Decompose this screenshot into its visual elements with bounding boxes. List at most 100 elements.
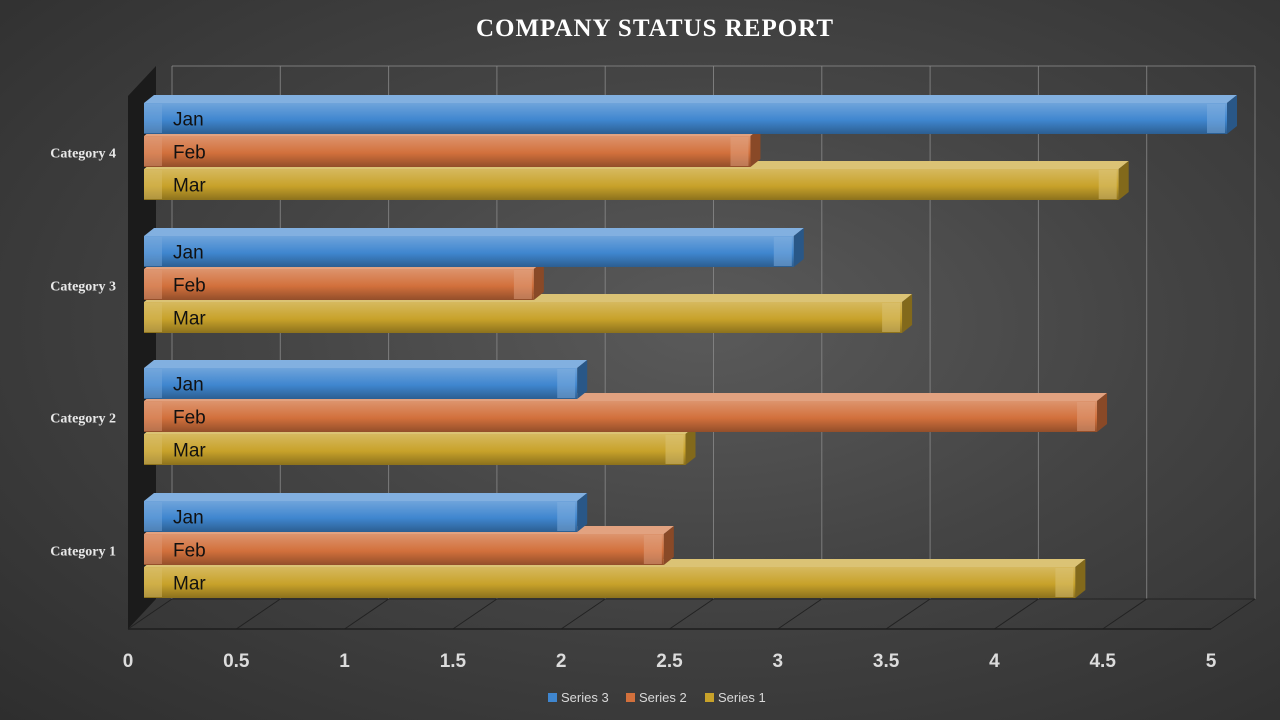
legend: Series 3 Series 2 Series 1	[548, 690, 766, 705]
bar-highlight-start	[144, 104, 162, 133]
plot-walls	[128, 66, 156, 629]
legend-label: Series 1	[718, 690, 766, 705]
bar-highlight-end	[1077, 402, 1096, 431]
x-tick-label: 2	[556, 651, 567, 672]
bar-end-face	[1227, 95, 1237, 134]
y-tick-label: Category 2	[50, 412, 116, 427]
bar-front-face	[144, 501, 578, 532]
floor-gridline	[452, 598, 498, 630]
floor-gridline	[885, 598, 931, 630]
data-label: Jan	[173, 508, 204, 529]
x-tick-label: 4	[989, 651, 1000, 672]
bar-end-face	[1118, 161, 1129, 200]
bar: Mar	[144, 294, 913, 333]
bar-highlight-end	[1055, 568, 1074, 597]
floor-gridline	[344, 598, 389, 630]
legend-swatch	[548, 693, 557, 702]
bar-end-face	[1075, 559, 1086, 598]
bar-end-face	[793, 228, 804, 267]
x-tick-label: 3	[773, 651, 784, 672]
legend-label: Series 3	[561, 690, 609, 705]
data-label: Feb	[173, 143, 206, 164]
floor-gridline	[236, 598, 281, 630]
bar-highlight-start	[144, 535, 162, 564]
data-label: Jan	[173, 243, 204, 264]
data-label: Feb	[173, 408, 206, 429]
bar-highlight-end	[882, 303, 901, 332]
bar-highlight-end	[1207, 104, 1225, 133]
x-tick-label: 0	[123, 651, 134, 672]
bar-end-face	[577, 493, 588, 532]
bar-highlight-start	[144, 170, 162, 199]
bar-highlight-end	[665, 435, 684, 464]
bar: Jan	[144, 228, 804, 267]
floor-gridline	[127, 598, 173, 630]
floor-gridline	[669, 598, 714, 630]
data-label: Jan	[173, 375, 204, 396]
bar-highlight-end	[643, 535, 662, 564]
bar-highlight-end	[1098, 170, 1117, 199]
bar-end-face	[1097, 393, 1108, 432]
bar-front-face	[144, 136, 751, 167]
bars-group: Mar Feb Jan Mar Feb Jan Mar Feb Jan Mar Feb Jan	[144, 95, 1237, 598]
x-tick-label: 4.5	[1089, 651, 1116, 672]
floor-gridline	[994, 598, 1039, 630]
y-tick-label: Category 1	[50, 545, 116, 560]
data-label: Feb	[173, 541, 206, 562]
bar-highlight-start	[144, 435, 162, 464]
legend-swatch	[705, 693, 714, 702]
bar-end-face	[533, 261, 544, 300]
bar-highlight-start	[144, 303, 162, 332]
data-label: Mar	[173, 309, 206, 330]
bar-end-face	[577, 360, 588, 399]
bar-front-face	[144, 302, 903, 333]
bar-front-face	[144, 368, 578, 399]
x-tick-label: 1	[339, 651, 350, 672]
bar-end-face	[902, 294, 913, 333]
data-label: Feb	[173, 276, 206, 297]
x-tick-label: 1.5	[440, 651, 467, 672]
bar-front-face	[144, 401, 1098, 432]
bar-highlight-start	[144, 137, 162, 166]
bar-top-face	[144, 95, 1237, 103]
bar-highlight-end	[773, 237, 792, 266]
bar-top-face	[144, 360, 588, 368]
legend-item: Series 3	[548, 690, 609, 705]
bar-front-face	[144, 567, 1076, 598]
bar-highlight-start	[144, 270, 162, 299]
data-label: Mar	[173, 574, 206, 595]
x-tick-label: 2.5	[656, 651, 683, 672]
bar-highlight-end	[557, 369, 576, 398]
bar-highlight-start	[144, 568, 162, 597]
bar-front-face	[144, 534, 664, 565]
floor-gridline	[1102, 598, 1147, 630]
y-tick-label: Category 3	[50, 280, 116, 295]
chart-title: COMPANY STATUS REPORT	[476, 15, 834, 42]
bar-end-face	[663, 526, 674, 565]
floor-gridline	[560, 598, 606, 630]
floor-gridline	[777, 598, 823, 630]
y-axis-ticks: Category 1 Category 2 Category 3 Category 4	[50, 147, 116, 560]
bar-top-face	[144, 493, 588, 501]
legend-label: Series 2	[639, 690, 687, 705]
bar: Feb	[144, 393, 1108, 432]
data-label: Mar	[173, 176, 206, 197]
left-side-wall	[128, 66, 156, 629]
legend-item: Series 1	[705, 690, 766, 705]
bar: Jan	[144, 493, 588, 532]
bar-end-face	[685, 426, 696, 465]
bar-highlight-start	[144, 502, 162, 531]
bar-front-face	[144, 169, 1119, 200]
bar-highlight-end	[557, 502, 576, 531]
bar-highlight-end	[730, 137, 749, 166]
x-axis-ticks: 0 0.5 1 1.5 2 2.5 3 3.5 4 4.5 5	[123, 651, 1217, 672]
bar-end-face	[750, 128, 761, 167]
bar-highlight-start	[144, 237, 162, 266]
bar: Jan	[144, 95, 1237, 134]
bar-front-face	[144, 103, 1227, 134]
bar-highlight-start	[144, 369, 162, 398]
floor-gridline	[1210, 598, 1256, 630]
bar: Jan	[144, 360, 588, 399]
bar-front-face	[144, 269, 534, 300]
y-tick-label: Category 4	[50, 147, 116, 162]
